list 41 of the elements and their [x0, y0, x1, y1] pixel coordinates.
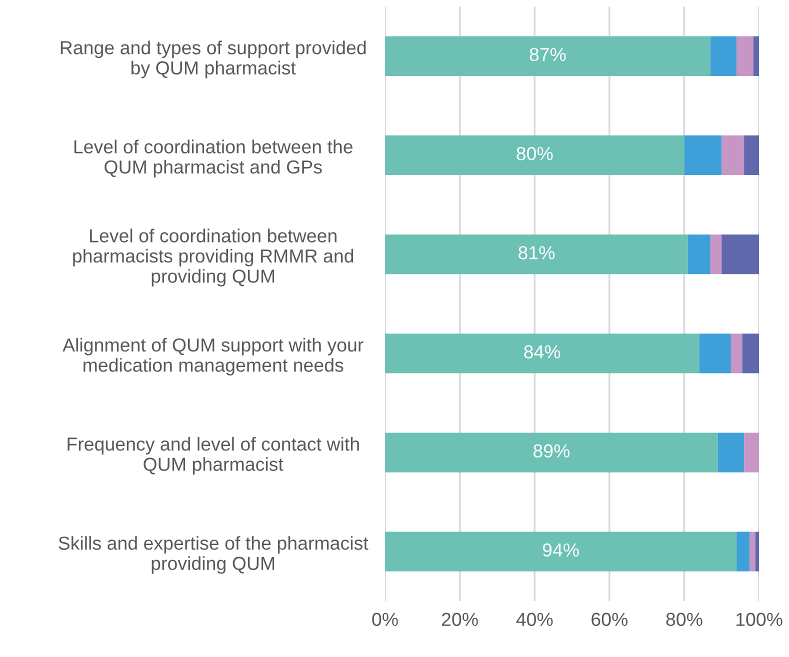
bar — [736, 36, 754, 76]
bar — [710, 36, 737, 76]
y-tick-label: Frequency and level of contact with QUM pharmacist — [68, 436, 359, 475]
bar — [718, 432, 744, 472]
bar — [710, 234, 722, 274]
y-tick-label: Level of coordination between pharmacists providing RMMR and providing QUM — [73, 228, 354, 287]
bar — [385, 432, 718, 472]
x-tick-label: 60% — [592, 612, 628, 626]
x-tick-label: 20% — [442, 612, 478, 626]
data-label: 94% — [542, 543, 579, 557]
bar — [736, 532, 750, 572]
data-label: 87% — [530, 48, 566, 62]
y-tick-label: Range and types of support provided by QUM pharmacist — [60, 40, 366, 78]
bar — [750, 532, 756, 572]
y-tick-label: Alignment of QUM support with your medication management needs — [62, 338, 364, 376]
x-tick-label: 0% — [372, 612, 398, 626]
bar — [385, 36, 710, 76]
bar — [744, 432, 760, 472]
bar — [722, 234, 760, 274]
bar — [385, 532, 737, 572]
bar — [730, 334, 742, 374]
y-tick-label: Level of coordination between the QUM pharmacist and GPs — [74, 140, 352, 178]
bar — [385, 334, 700, 374]
bar — [385, 135, 684, 176]
bar — [684, 135, 722, 176]
bar — [753, 36, 760, 76]
bar — [699, 334, 731, 374]
data-label: 81% — [518, 246, 555, 260]
y-tick-label: Skills and expertise of the pharmacist providing QUM — [58, 536, 368, 574]
bar — [722, 135, 744, 176]
bar — [742, 334, 760, 374]
x-tick-label: 80% — [666, 612, 702, 626]
data-label: 89% — [534, 444, 570, 458]
x-tick-label: 40% — [516, 612, 553, 626]
bar — [755, 532, 760, 572]
bar — [385, 234, 688, 274]
data-label: 84% — [524, 345, 560, 358]
x-tick-label: 100% — [736, 612, 782, 626]
data-label: 80% — [516, 146, 553, 160]
bar — [744, 135, 760, 176]
bar — [688, 234, 710, 274]
